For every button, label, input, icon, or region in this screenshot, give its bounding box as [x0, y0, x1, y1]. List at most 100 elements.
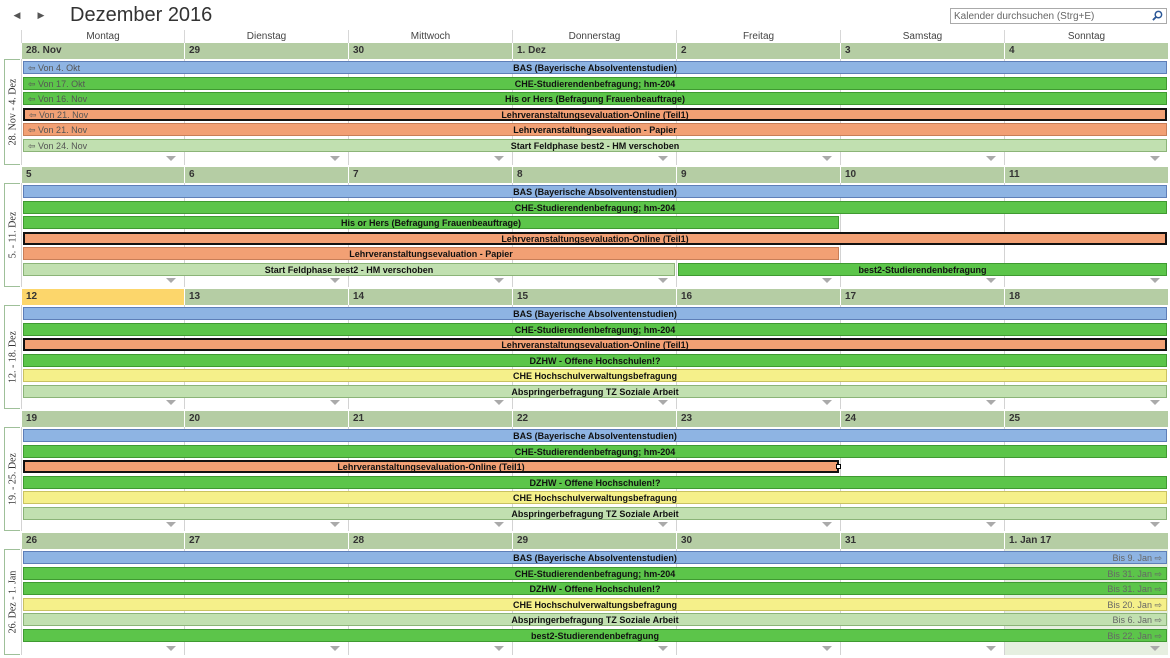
more-items-chevron-down-icon[interactable]	[658, 400, 668, 405]
day-number[interactable]: 20	[184, 411, 348, 427]
day-number[interactable]: 26	[21, 533, 184, 549]
calendar-event[interactable]: Start Feldphase best2 - HM verschoben ⇦ V…	[23, 138, 1167, 152]
more-items-chevron-down-icon[interactable]	[822, 400, 832, 405]
more-items-chevron-down-icon[interactable]	[494, 156, 504, 161]
calendar-event[interactable]: CHE-Studierendenbefragung; hm-204	[23, 444, 1167, 458]
calendar-event[interactable]: Lehrveranstaltungsevaluation-Online (Tei…	[23, 460, 839, 473]
calendar-event[interactable]: BAS (Bayerische Absolventenstudien) Bis 9…	[23, 551, 1167, 564]
more-items-chevron-down-icon[interactable]	[494, 278, 504, 283]
more-items-chevron-down-icon[interactable]	[1150, 646, 1160, 651]
calendar-event[interactable]: His or Hers (Befragung Frauenbeauftrage)…	[23, 92, 1167, 105]
more-items-chevron-down-icon[interactable]	[1150, 278, 1160, 283]
day-number[interactable]: 28	[348, 533, 512, 549]
more-items-chevron-down-icon[interactable]	[166, 400, 176, 405]
day-number[interactable]: 3	[840, 43, 1004, 59]
more-items-chevron-down-icon[interactable]	[166, 156, 176, 161]
calendar-event[interactable]: CHE Hochschulverwaltungsbefragung	[23, 491, 1167, 504]
day-number[interactable]: 25	[1004, 411, 1168, 427]
calendar-event[interactable]: DZHW - Offene Hochschulen!?	[23, 475, 1167, 489]
day-number[interactable]: 27	[184, 533, 348, 549]
calendar-search-input[interactable]	[951, 9, 1146, 23]
day-number[interactable]: 19	[21, 411, 184, 427]
day-number[interactable]: 21	[348, 411, 512, 427]
calendar-event[interactable]: CHE-Studierendenbefragung; hm-204 Bis 31.…	[23, 566, 1167, 580]
calendar-event[interactable]: CHE-Studierendenbefragung; hm-204	[23, 200, 1167, 214]
more-items-chevron-down-icon[interactable]	[658, 156, 668, 161]
calendar-event[interactable]: CHE-Studierendenbefragung; hm-204	[23, 322, 1167, 336]
more-items-chevron-down-icon[interactable]	[986, 156, 996, 161]
previous-month-arrow-icon[interactable]: ◀	[13, 10, 21, 20]
more-items-chevron-down-icon[interactable]	[986, 278, 996, 283]
day-number[interactable]: 10	[840, 167, 1004, 183]
calendar-event[interactable]: Abspringerbefragung TZ Soziale Arbeit	[23, 506, 1167, 520]
calendar-event[interactable]: Lehrveranstaltungsevaluation - Papier ⇦ V…	[23, 123, 1167, 136]
day-number[interactable]: 1. Jan 17	[1004, 533, 1168, 549]
more-items-chevron-down-icon[interactable]	[658, 278, 668, 283]
day-number[interactable]: 9	[676, 167, 840, 183]
day-number[interactable]: 18	[1004, 289, 1168, 305]
calendar-event[interactable]: CHE-Studierendenbefragung; hm-204 ⇦ Von 1…	[23, 76, 1167, 90]
calendar-event[interactable]: Abspringerbefragung TZ Soziale Arbeit Bis…	[23, 613, 1167, 626]
more-items-chevron-down-icon[interactable]	[494, 522, 504, 527]
calendar-event[interactable]: Lehrveranstaltungsevaluation-Online (Tei…	[23, 338, 1167, 351]
more-items-chevron-down-icon[interactable]	[166, 646, 176, 651]
more-items-chevron-down-icon[interactable]	[658, 646, 668, 651]
more-items-chevron-down-icon[interactable]	[1150, 522, 1160, 527]
calendar-event[interactable]: DZHW - Offene Hochschulen!?	[23, 353, 1167, 367]
day-number[interactable]: 15	[512, 289, 676, 305]
more-items-chevron-down-icon[interactable]	[822, 278, 832, 283]
more-items-chevron-down-icon[interactable]	[1150, 156, 1160, 161]
day-number[interactable]: 4	[1004, 43, 1168, 59]
calendar-event[interactable]: DZHW - Offene Hochschulen!? Bis 31. Jan ⇨	[23, 582, 1167, 595]
day-number[interactable]: 14	[348, 289, 512, 305]
day-number[interactable]: 29	[184, 43, 348, 59]
day-number[interactable]: 13	[184, 289, 348, 305]
calendar-event[interactable]: BAS (Bayerische Absolventenstudien)	[23, 307, 1167, 320]
more-items-chevron-down-icon[interactable]	[822, 156, 832, 161]
day-number[interactable]: 30	[676, 533, 840, 549]
day-number[interactable]: 28. Nov	[21, 43, 184, 59]
day-number[interactable]: 2	[676, 43, 840, 59]
day-number[interactable]: 17	[840, 289, 1004, 305]
calendar-event[interactable]: best2-Studierendenbefragung Bis 22. Jan ⇨	[23, 628, 1167, 642]
day-number[interactable]: 16	[676, 289, 840, 305]
more-items-chevron-down-icon[interactable]	[330, 646, 340, 651]
calendar-event[interactable]: best2-Studierendenbefragung	[678, 262, 1167, 276]
calendar-event[interactable]: BAS (Bayerische Absolventenstudien)	[23, 429, 1167, 442]
calendar-event[interactable]: His or Hers (Befragung Frauenbeauftrage)	[23, 216, 839, 229]
more-items-chevron-down-icon[interactable]	[330, 400, 340, 405]
calendar-event[interactable]: Abspringerbefragung TZ Soziale Arbeit	[23, 384, 1167, 398]
more-items-chevron-down-icon[interactable]	[330, 278, 340, 283]
day-number[interactable]: 22	[512, 411, 676, 427]
more-items-chevron-down-icon[interactable]	[330, 156, 340, 161]
day-number[interactable]: 6	[184, 167, 348, 183]
more-items-chevron-down-icon[interactable]	[822, 646, 832, 651]
more-items-chevron-down-icon[interactable]	[330, 522, 340, 527]
more-items-chevron-down-icon[interactable]	[166, 278, 176, 283]
more-items-chevron-down-icon[interactable]	[166, 522, 176, 527]
magnifier-icon[interactable]	[1152, 10, 1163, 21]
day-number[interactable]: 11	[1004, 167, 1168, 183]
calendar-event[interactable]: BAS (Bayerische Absolventenstudien) ⇦ Von…	[23, 61, 1167, 74]
more-items-chevron-down-icon[interactable]	[494, 646, 504, 651]
more-items-chevron-down-icon[interactable]	[822, 522, 832, 527]
day-number[interactable]: 1. Dez	[512, 43, 676, 59]
calendar-event[interactable]: Lehrveranstaltungsevaluation-Online (Tei…	[23, 231, 1167, 245]
day-number[interactable]: 23	[676, 411, 840, 427]
more-items-chevron-down-icon[interactable]	[986, 646, 996, 651]
day-number[interactable]: 12	[21, 289, 184, 305]
calendar-event[interactable]: Lehrveranstaltungsevaluation - Papier	[23, 247, 839, 260]
calendar-event[interactable]: CHE Hochschulverwaltungsbefragung Bis 20.…	[23, 597, 1167, 611]
more-items-chevron-down-icon[interactable]	[658, 522, 668, 527]
calendar-event[interactable]: Lehrveranstaltungsevaluation-Online (Tei…	[23, 107, 1167, 121]
day-number[interactable]: 29	[512, 533, 676, 549]
day-number[interactable]: 8	[512, 167, 676, 183]
calendar-event[interactable]: Start Feldphase best2 - HM verschoben	[23, 262, 675, 276]
next-month-arrow-icon[interactable]: ▶	[37, 10, 45, 20]
more-items-chevron-down-icon[interactable]	[494, 400, 504, 405]
calendar-event[interactable]: CHE Hochschulverwaltungsbefragung	[23, 369, 1167, 382]
more-items-chevron-down-icon[interactable]	[986, 522, 996, 527]
day-number[interactable]: 7	[348, 167, 512, 183]
day-number[interactable]: 31	[840, 533, 1004, 549]
resize-handle[interactable]	[836, 464, 841, 469]
